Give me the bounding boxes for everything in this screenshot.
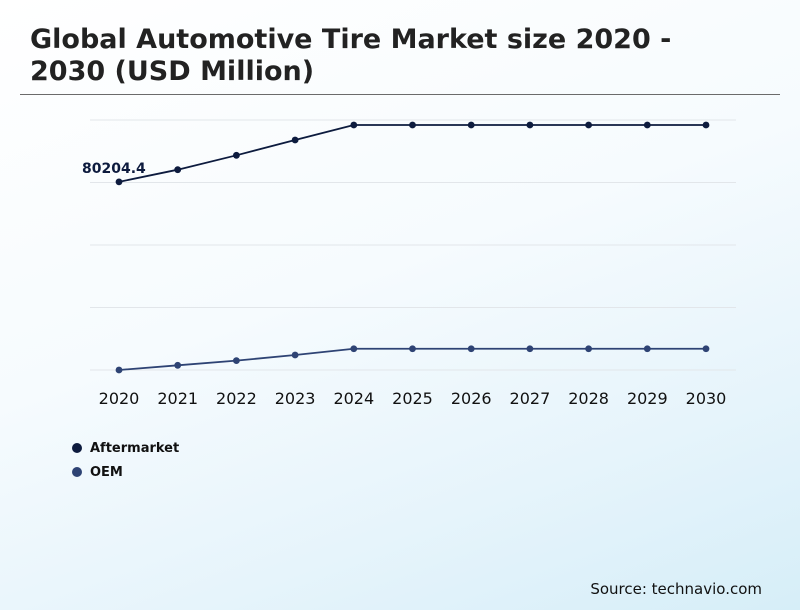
x-tick-label: 2027 xyxy=(510,389,551,408)
x-tick-label: 2020 xyxy=(99,389,140,408)
legend-item-oem[interactable]: OEM xyxy=(72,460,179,484)
data-point xyxy=(350,345,358,353)
x-tick-label: 2025 xyxy=(392,389,433,408)
data-point xyxy=(467,345,475,353)
x-tick-label: 2022 xyxy=(216,389,257,408)
x-tick-label: 2024 xyxy=(333,389,374,408)
data-point xyxy=(115,178,123,186)
line-chart: 2020 2021 2022 2023 2024 2025 2026 2027 2028 2029… xyxy=(82,119,736,408)
data-point xyxy=(585,121,592,129)
data-point xyxy=(702,121,710,129)
legend-marker-aftermarket xyxy=(72,443,82,453)
legend: Aftermarket OEM xyxy=(72,436,179,484)
series-line-aftermarket xyxy=(118,124,706,183)
x-tick-label: 2026 xyxy=(451,389,492,408)
data-point xyxy=(174,361,182,369)
legend-label-aftermarket: Aftermarket xyxy=(90,440,180,456)
x-tick-label: 2030 xyxy=(686,389,727,408)
data-point xyxy=(526,345,534,353)
data-point xyxy=(702,345,710,353)
data-point xyxy=(467,121,475,129)
source-credit: Source: technavio.com xyxy=(590,580,762,598)
data-point xyxy=(233,357,240,365)
data-point xyxy=(291,351,299,359)
x-tick-label: 2023 xyxy=(275,389,316,408)
data-point xyxy=(409,345,416,353)
data-point xyxy=(291,136,299,144)
data-point xyxy=(115,366,123,374)
data-point xyxy=(643,345,651,353)
legend-marker-oem xyxy=(72,467,82,477)
data-point xyxy=(174,166,182,174)
data-point xyxy=(643,121,651,129)
legend-item-aftermarket[interactable]: Aftermarket xyxy=(72,436,179,460)
data-point xyxy=(526,121,534,129)
x-tick-label: 2021 xyxy=(157,389,198,408)
data-point xyxy=(233,151,240,159)
legend-label-oem: OEM xyxy=(90,464,123,480)
data-point xyxy=(409,121,416,129)
title-divider xyxy=(20,94,780,95)
data-point xyxy=(585,345,592,353)
x-tick-label: 2029 xyxy=(627,389,668,408)
data-label: 80204.4 xyxy=(82,161,146,177)
x-tick-label: 2028 xyxy=(568,389,609,408)
chart-title: Global Automotive Tire Market size 2020 … xyxy=(30,24,672,87)
data-point xyxy=(350,121,358,129)
